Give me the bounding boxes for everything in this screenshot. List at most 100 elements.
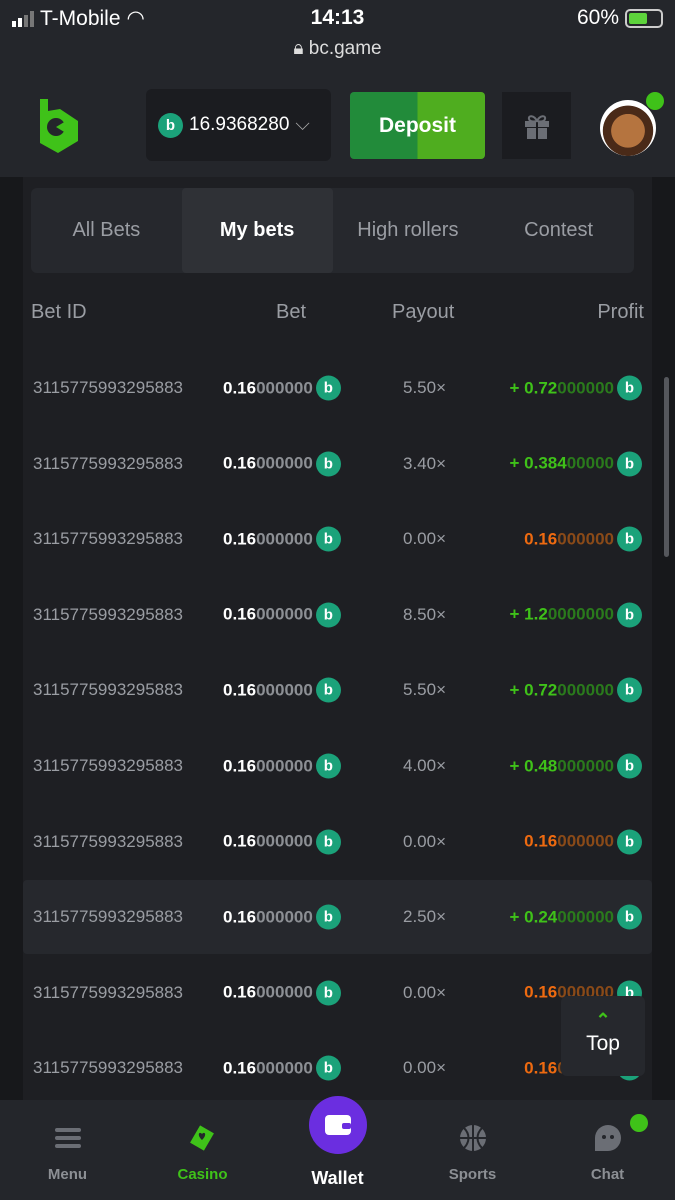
- bet-id: 3115775993295883: [33, 831, 184, 851]
- bet-amount-strong: 0.16: [223, 982, 257, 1002]
- profit-weak: 000000: [557, 831, 614, 851]
- payout: 0.00×: [403, 831, 447, 851]
- bet-amount: 0.16000000 b: [223, 677, 341, 703]
- table-row[interactable]: 3115775993295883 0.16000000 b 3.40× + 0.3…: [23, 427, 652, 501]
- tab-my-bets[interactable]: My bets: [181, 188, 333, 273]
- profit-strong: + 0.384: [509, 453, 567, 473]
- header: b 16.9368280 ⌵ Deposit: [0, 75, 675, 177]
- bet-id: 3115775993295883: [33, 529, 184, 549]
- clock: 14:13: [310, 6, 365, 29]
- coin-icon: b: [315, 980, 341, 1006]
- profit-strong: + 0.72: [509, 378, 558, 397]
- bet-amount-weak: 000000: [256, 756, 313, 775]
- bet-amount-weak: 000000: [256, 680, 313, 700]
- bet-amount: 0.16000000 b: [223, 526, 341, 552]
- tab-all-bets[interactable]: All Bets: [72, 219, 141, 241]
- bet-amount-strong: 0.16: [223, 831, 257, 851]
- bet-id: 3115775993295883: [33, 907, 184, 927]
- profit-strong: + 0.72: [509, 680, 558, 700]
- bet-id: 3115775993295883: [33, 680, 184, 700]
- bet-amount-weak: 000000: [256, 604, 313, 624]
- bet-amount: 0.16000000 b: [223, 980, 341, 1006]
- bet-amount-strong: 0.16: [223, 907, 257, 927]
- table-row[interactable]: 3115775993295883 0.16000000 b 5.50× + 0.7…: [23, 351, 652, 425]
- bet-tabs: All Bets My bets High rollers Contest: [31, 188, 634, 273]
- scroll-top-button[interactable]: ⌃ Top: [561, 996, 645, 1076]
- carrier-name: T-Mobile: [40, 6, 121, 30]
- coin-icon: b: [315, 375, 341, 401]
- nav-wallet-label: Wallet: [311, 1168, 364, 1188]
- table-row[interactable]: 3115775993295883 0.16000000 b 2.50× + 0.2…: [23, 880, 652, 955]
- coin-icon: b: [617, 375, 642, 401]
- coin-icon: b: [617, 451, 642, 477]
- profit-weak: 000000: [557, 529, 614, 549]
- balance-selector[interactable]: b 16.9368280 ⌵: [146, 89, 331, 161]
- wallet-button[interactable]: [308, 1096, 367, 1154]
- wifi-icon: ◠: [126, 7, 145, 30]
- nav-casino-label: Casino: [177, 1166, 228, 1183]
- battery-icon: [625, 8, 663, 28]
- table-row[interactable]: 3115775993295883 0.16000000 b 8.50× + 1.2…: [23, 578, 652, 652]
- coin-icon: b: [617, 526, 642, 552]
- bet-id: 3115775993295883: [33, 756, 184, 775]
- online-indicator: [646, 92, 664, 110]
- nav-menu-label: Menu: [47, 1166, 88, 1183]
- avatar[interactable]: [600, 100, 656, 156]
- payout: 2.50×: [403, 907, 447, 927]
- nav-casino[interactable]: Casino: [135, 1100, 270, 1200]
- nav-chat[interactable]: Chat: [540, 1100, 675, 1200]
- deposit-button[interactable]: Deposit: [350, 92, 485, 159]
- chevron-down-icon: ⌵: [295, 114, 310, 135]
- bet-amount: 0.16000000 b: [223, 451, 341, 477]
- coin-icon: b: [158, 112, 183, 138]
- bet-amount-weak: 000000: [256, 907, 313, 927]
- signal-icon: [12, 10, 34, 27]
- menu-icon: [54, 1128, 81, 1148]
- table-row[interactable]: 3115775993295883 0.16000000 b 4.00× + 0.4…: [23, 729, 652, 803]
- battery: 60%: [577, 6, 663, 30]
- nav-sports[interactable]: Sports: [405, 1100, 540, 1200]
- chevron-up-icon: ⌃: [595, 1010, 611, 1030]
- profit-strong: + 1.2: [509, 604, 548, 624]
- coin-icon: b: [617, 677, 642, 703]
- col-bet: Bet: [276, 301, 307, 323]
- profit-strong: + 0.48: [509, 756, 558, 775]
- tab-contest[interactable]: Contest: [524, 219, 594, 241]
- profit-strong: + 0.24: [509, 907, 558, 927]
- bet-amount-strong: 0.16: [223, 529, 257, 549]
- coin-icon: b: [617, 602, 642, 628]
- gift-button[interactable]: [502, 92, 571, 159]
- table-row[interactable]: 3115775993295883 0.16000000 b 5.50× + 0.7…: [23, 653, 652, 727]
- profit-weak: 000000: [557, 907, 614, 927]
- coin-icon: b: [315, 829, 341, 855]
- bet-amount-weak: 000000: [256, 982, 313, 1002]
- bet-amount: 0.16000000 b: [223, 904, 341, 930]
- bottom-nav: Menu Casino Wallet Sports Chat: [0, 1096, 675, 1200]
- bet-amount-strong: 0.16: [223, 756, 257, 775]
- bet-id: 3115775993295883: [33, 604, 184, 624]
- profit-strong: 0.16: [524, 831, 558, 851]
- chat-notification-dot: [630, 1114, 648, 1132]
- payout: 8.50×: [403, 604, 447, 624]
- coin-icon: b: [617, 753, 642, 779]
- nav-menu[interactable]: Menu: [0, 1100, 135, 1200]
- profit-weak: 0000000: [547, 604, 614, 624]
- bet-id: 3115775993295883: [33, 1058, 184, 1078]
- profit: + 0.38400000 b: [509, 451, 642, 477]
- gift-icon: [524, 114, 549, 139]
- col-bet-id: Bet ID: [31, 301, 87, 323]
- scrollbar[interactable]: [664, 377, 669, 557]
- coin-icon: b: [315, 904, 341, 930]
- profit-strong: 0.16: [524, 1058, 558, 1078]
- bet-id: 3115775993295883: [33, 453, 184, 473]
- profit-strong: 0.16: [524, 529, 558, 549]
- profit: + 1.20000000 b: [509, 602, 642, 628]
- nav-wallet[interactable]: Wallet: [270, 1096, 405, 1200]
- tab-high-rollers[interactable]: High rollers: [357, 219, 459, 241]
- bet-amount-weak: 000000: [256, 378, 313, 397]
- url-bar[interactable]: 🔒︎ bc.game: [0, 38, 675, 60]
